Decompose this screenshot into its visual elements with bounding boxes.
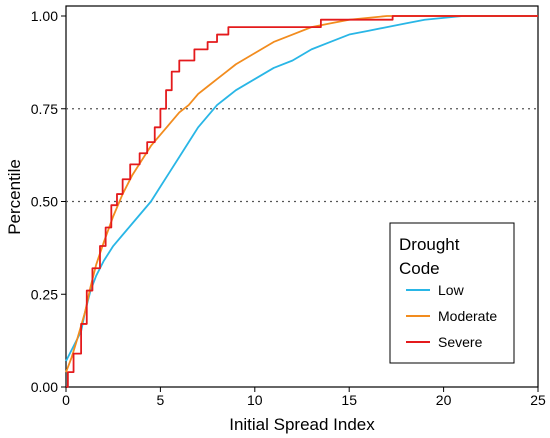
y-tick-label: 0.50 <box>31 194 58 210</box>
y-axis-ticks: 0.00 0.25 0.50 0.75 1.00 <box>31 8 66 395</box>
y-tick-label: 0.00 <box>31 379 58 395</box>
x-axis-ticks: 0 5 10 15 20 25 <box>62 387 546 408</box>
legend: Drought Code Low Moderate Severe <box>389 222 515 364</box>
y-tick-label: 0.75 <box>31 101 58 117</box>
x-tick-label: 15 <box>341 392 357 408</box>
series-line-severe <box>66 15 538 388</box>
x-tick-label: 20 <box>436 392 452 408</box>
x-tick-label: 10 <box>247 392 263 408</box>
y-tick-label: 1.00 <box>31 8 58 24</box>
x-tick-label: 0 <box>62 392 70 408</box>
y-tick-label: 0.25 <box>31 286 58 302</box>
x-tick-label: 5 <box>157 392 165 408</box>
legend-label-severe: Severe <box>438 334 483 350</box>
series-lines <box>65 15 538 388</box>
legend-box <box>389 222 515 364</box>
x-tick-label: 25 <box>530 392 546 408</box>
legend-label-moderate: Moderate <box>438 308 497 324</box>
x-axis-title: Initial Spread Index <box>229 415 375 434</box>
y-axis-title: Percentile <box>5 159 24 235</box>
legend-label-low: Low <box>438 282 465 298</box>
series-line-low <box>65 15 538 362</box>
legend-title-line1: Drought <box>399 235 460 254</box>
legend-items: Low Moderate Severe <box>406 282 497 350</box>
reference-lines <box>66 108 538 203</box>
legend-title-line2: Code <box>399 259 440 278</box>
